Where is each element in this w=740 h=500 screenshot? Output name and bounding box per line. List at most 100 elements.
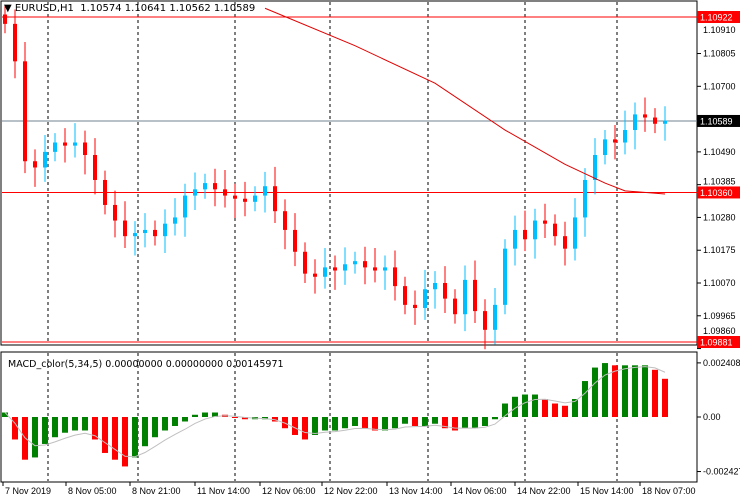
candle-body [483, 311, 487, 330]
candle-body [123, 220, 127, 237]
candle-body [593, 154, 597, 180]
candle-body [663, 120, 667, 124]
macd-histogram-bar [202, 412, 208, 417]
macd-histogram-bar [502, 403, 508, 417]
macd-histogram-bar [132, 417, 138, 458]
price-tick-label: 1.10490 [703, 147, 736, 157]
macd-histogram-bar [392, 417, 398, 429]
macd-histogram-bar [212, 412, 218, 417]
macd-histogram-bar [322, 417, 328, 431]
macd-histogram-bar [162, 417, 168, 431]
time-label: 11 Nov 14:00 [197, 486, 250, 496]
time-label: 13 Nov 14:00 [389, 486, 443, 496]
price-tick-label: 1.10280 [703, 212, 736, 222]
macd-histogram-bar [62, 417, 68, 433]
candle-body [33, 161, 37, 168]
candle-body [73, 142, 77, 146]
candle-body [213, 183, 217, 190]
macd-histogram-bar [562, 405, 568, 417]
candle-body [193, 189, 197, 196]
candle-body [503, 248, 507, 305]
candle-body [603, 139, 607, 155]
price-tick-label: 1.09965 [703, 311, 736, 321]
macd-histogram-bar [382, 417, 388, 431]
current-price-label: 1.10589 [700, 116, 733, 126]
candle-body [373, 267, 377, 271]
candle-body [473, 279, 477, 312]
macd-histogram-bar [342, 417, 348, 429]
macd-histogram-bar [232, 417, 238, 418]
macd-histogram-bar [52, 417, 58, 438]
time-label: 12 Nov 22:00 [324, 486, 378, 496]
macd-histogram-bar [512, 396, 518, 417]
macd-histogram-bar [612, 365, 618, 417]
macd-signal-line [4, 366, 666, 458]
candle-body [3, 14, 7, 24]
macd-histogram-bar [432, 417, 438, 424]
candle-body [253, 195, 257, 202]
candle-body [343, 264, 347, 271]
candle-body [573, 217, 577, 249]
candle-body [163, 223, 167, 237]
candle-body [643, 114, 647, 118]
macd-histogram-bar [12, 417, 18, 440]
current-price-label-bg [697, 114, 740, 127]
macd-histogram-bar [282, 417, 288, 429]
macd-histogram-bar [632, 365, 638, 417]
price-tick-label: 1.10175 [703, 245, 736, 255]
macd-header: MACD_color(5,34,5) 0.00000000 0.00000000… [8, 359, 284, 370]
macd-histogram-bar [2, 412, 8, 417]
macd-histogram-bar [462, 417, 468, 429]
mid-level-label: 1.10360 [700, 188, 733, 198]
macd-histogram-bar [552, 403, 558, 417]
macd-histogram-bar [482, 417, 488, 426]
macd-tick-label: 0.00 [703, 412, 721, 422]
candle-body [173, 217, 177, 224]
macd-histogram-bar [42, 417, 48, 444]
macd-histogram-bar [362, 417, 368, 429]
macd-histogram-bar [452, 417, 458, 431]
macd-histogram-bar [622, 365, 628, 417]
macd-histogram-bar [82, 417, 88, 431]
macd-histogram-bar [352, 417, 358, 426]
candle-body [153, 229, 157, 237]
macd-histogram-bar [32, 417, 38, 458]
price-tick-label: 1.10700 [703, 81, 736, 91]
macd-histogram-bar [532, 394, 538, 417]
macd-histogram-bar [302, 417, 308, 440]
candle-body [133, 233, 137, 237]
candle-body [413, 304, 417, 308]
candle-body [53, 142, 57, 152]
candle-body [43, 151, 47, 168]
chart-header: ▼ EURUSD,H1 1.10574 1.10641 1.10562 1.10… [4, 3, 255, 14]
ohlc-values: 1.10574 1.10641 1.10562 1.10589 [80, 3, 256, 14]
macd-histogram-bar [142, 417, 148, 447]
candle-body [393, 267, 397, 287]
candle-body [403, 286, 407, 305]
macd-histogram-bar [312, 417, 318, 435]
candle-body [283, 211, 287, 230]
dropdown-triangle-icon[interactable]: ▼ [4, 3, 12, 14]
candle-body [313, 273, 317, 277]
time-label: 7 Nov 2019 [5, 486, 51, 496]
low-level-label-bg [697, 336, 740, 349]
mid-level-label-bg [697, 186, 740, 199]
candle-body [263, 186, 267, 196]
candle-body [583, 179, 587, 218]
macd-tick-label: -0.002427 [703, 467, 740, 477]
macd-histogram-bar [112, 417, 118, 460]
macd-histogram-bar [442, 417, 448, 429]
candle-body [463, 279, 467, 315]
time-label: 15 Nov 14:00 [580, 486, 634, 496]
candle-body [93, 154, 97, 180]
moving-average-line [264, 7, 666, 195]
macd-histogram-bar [122, 417, 128, 467]
time-label: 12 Nov 06:00 [262, 486, 316, 496]
macd-histogram-bar [592, 367, 598, 417]
candle-body [613, 139, 617, 143]
candle-body [273, 186, 277, 212]
macd-histogram-bar [472, 417, 478, 429]
candle-body [103, 179, 107, 205]
